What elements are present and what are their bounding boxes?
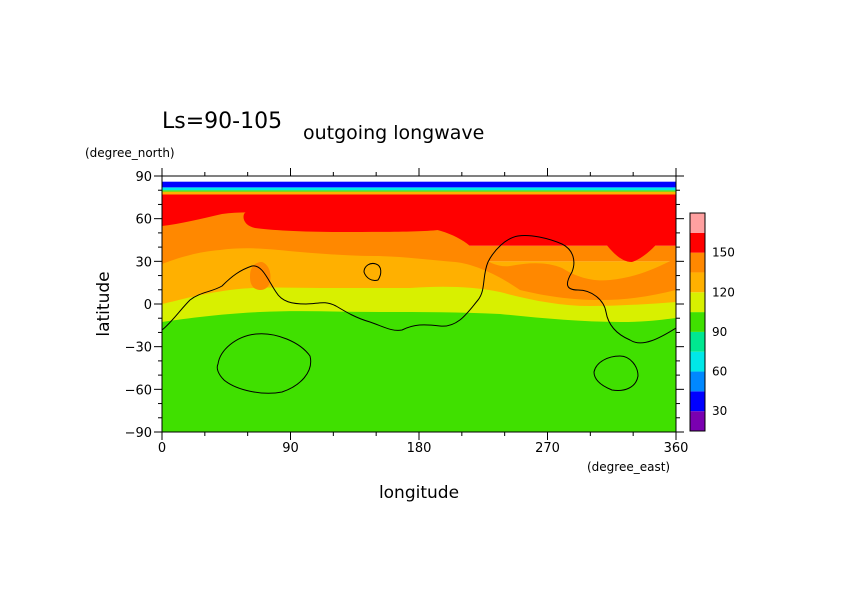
colorbar-tick-label: 90	[712, 325, 727, 339]
colorbar-swatch	[690, 351, 705, 372]
chart-subtitle: Ls=90-105	[162, 109, 282, 134]
contour-fill-field	[162, 176, 676, 432]
field-region	[162, 311, 676, 432]
y-axis-label: latitude	[94, 271, 114, 336]
field-region	[250, 262, 271, 290]
topography-contour	[363, 263, 382, 281]
field-band	[162, 187, 676, 191]
colorbar-swatch	[690, 371, 705, 392]
colorbar-tick-label: 60	[712, 365, 727, 379]
x-tick-label: 270	[535, 441, 560, 456]
colorbar-swatch	[690, 272, 705, 293]
colorbar-frame	[689, 212, 706, 432]
colorbar-swatch	[690, 331, 705, 352]
x-axis: 0 90 180 270 360	[158, 168, 689, 456]
colorbar-swatch	[690, 391, 705, 412]
field-band	[162, 190, 676, 192]
y-axis: −90 −60 −30 0 30 60 90	[125, 170, 684, 441]
field-band	[162, 181, 676, 188]
x-tick-label: 360	[664, 441, 689, 456]
x-axis-label: longitude	[379, 483, 459, 503]
colorbar-swatch	[690, 232, 705, 253]
y-tick-label: 30	[135, 255, 152, 270]
colorbar-tick-label: 30	[712, 404, 727, 418]
topography-contour	[593, 355, 639, 391]
field-region	[540, 195, 676, 262]
x-tick-label: 90	[282, 441, 299, 456]
topography-contour	[162, 235, 676, 344]
chart-title: outgoing longwave	[303, 122, 484, 144]
x-tick-label: 0	[158, 441, 166, 456]
colorbar-tick-label: 120	[712, 285, 735, 299]
coastline-contours	[162, 235, 676, 394]
y-tick-label: 0	[144, 298, 152, 313]
colorbar-swatch	[690, 252, 705, 273]
y-tick-label: 90	[135, 170, 152, 185]
plot-area	[161, 175, 677, 433]
topography-contour	[216, 333, 312, 394]
y-tick-label: −60	[125, 383, 152, 398]
y-tick-label: −90	[125, 426, 152, 441]
y-tick-label: −30	[125, 341, 152, 356]
x-tick-label: 180	[407, 441, 432, 456]
field-band	[162, 191, 676, 195]
colorbar-tick-label: 150	[712, 246, 735, 260]
colorbar-swatch	[690, 411, 705, 431]
colorbar-swatch	[690, 213, 705, 233]
field-region	[243, 206, 440, 232]
y-axis-units: (degree_north)	[85, 146, 175, 160]
y-tick-label: 60	[135, 213, 152, 228]
colorbar-swatch	[690, 312, 705, 332]
colorbar: 30 60 90 120 150	[689, 212, 735, 432]
x-axis-units: (degree_east)	[587, 460, 670, 474]
colorbar-swatch	[690, 292, 705, 313]
